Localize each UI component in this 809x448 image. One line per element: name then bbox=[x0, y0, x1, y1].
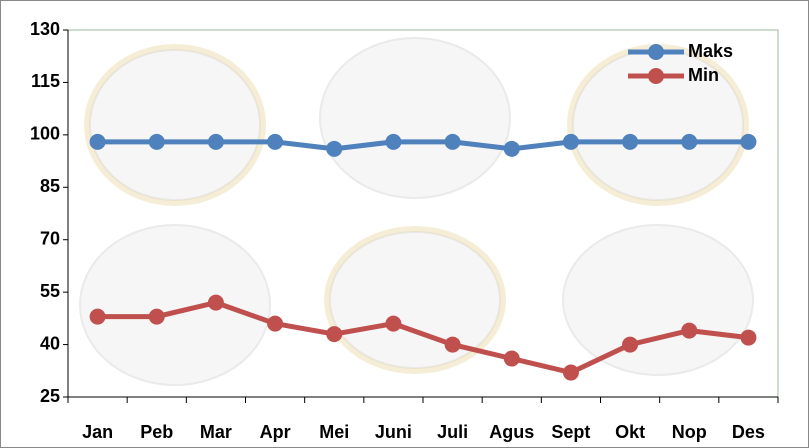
y-tick-label: 130 bbox=[30, 19, 60, 39]
x-tick-label: Peb bbox=[140, 422, 173, 442]
x-tick-label: Jan bbox=[82, 422, 113, 442]
y-tick-label: 85 bbox=[40, 176, 60, 196]
y-tick-label: 100 bbox=[30, 124, 60, 144]
x-tick-label: Mei bbox=[319, 422, 349, 442]
y-tick-label: 70 bbox=[40, 228, 60, 248]
x-tick-label: Sept bbox=[551, 422, 590, 442]
y-tick-label: 115 bbox=[31, 71, 60, 91]
data-point bbox=[385, 134, 401, 150]
data-point bbox=[208, 295, 224, 311]
x-tick-label: Juli bbox=[437, 422, 468, 442]
chart: 25 40 55 70 85 100 115 130 Jan Peb Mar Apr Mei Juni Ju… bbox=[0, 0, 809, 448]
data-point bbox=[326, 141, 342, 157]
data-point bbox=[149, 134, 165, 150]
data-point bbox=[504, 141, 520, 157]
legend-label: Min bbox=[688, 65, 719, 85]
data-point bbox=[622, 337, 638, 353]
legend-label: Maks bbox=[688, 41, 733, 61]
data-point bbox=[445, 134, 461, 150]
data-point bbox=[681, 323, 697, 339]
data-point bbox=[445, 337, 461, 353]
data-point bbox=[149, 309, 165, 325]
data-point bbox=[208, 134, 224, 150]
legend-marker bbox=[648, 44, 664, 60]
data-point bbox=[740, 330, 756, 346]
y-tick-label: 25 bbox=[40, 386, 60, 406]
y-tick-label: 40 bbox=[40, 333, 60, 353]
x-tick-label: Mar bbox=[200, 422, 232, 442]
data-point bbox=[267, 134, 283, 150]
data-point bbox=[740, 134, 756, 150]
x-tick-label: Juni bbox=[375, 422, 412, 442]
data-point bbox=[563, 134, 579, 150]
data-point bbox=[90, 134, 106, 150]
data-point bbox=[385, 316, 401, 332]
data-point bbox=[681, 134, 697, 150]
data-point bbox=[504, 351, 520, 367]
x-tick-label: Des bbox=[732, 422, 765, 442]
data-point bbox=[622, 134, 638, 150]
data-point bbox=[90, 309, 106, 325]
x-tick-label: Apr bbox=[260, 422, 291, 442]
data-point bbox=[563, 365, 579, 381]
x-tick-label: Agus bbox=[489, 422, 534, 442]
y-tick-label: 55 bbox=[40, 281, 60, 301]
data-point bbox=[267, 316, 283, 332]
x-tick-label: Nop bbox=[672, 422, 707, 442]
data-point bbox=[326, 326, 342, 342]
x-tick-label: Okt bbox=[615, 422, 645, 442]
legend-marker bbox=[648, 68, 664, 84]
